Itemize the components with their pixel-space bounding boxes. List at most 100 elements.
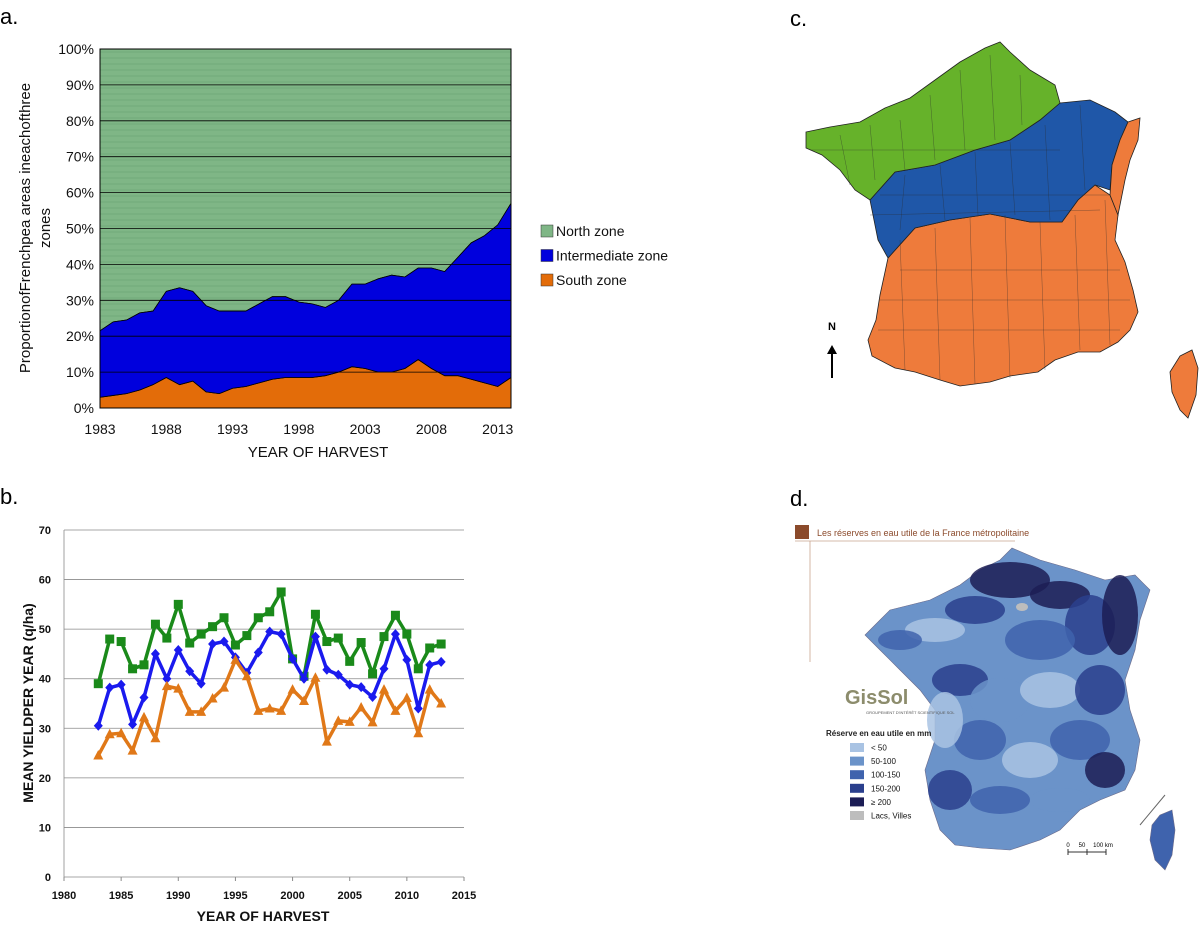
map-d-soil-patch xyxy=(1030,788,1090,812)
map-c-border-line xyxy=(1044,124,1051,221)
gissol-logo-subtext: GROUPEMENT D'INTÉRÊT SCIENTIFIQUE SOL xyxy=(866,710,955,715)
chart-b-point-square xyxy=(265,607,275,617)
map-c-france-zones: N xyxy=(805,41,1199,419)
map-d-soil-patch xyxy=(1075,665,1125,715)
map-d-scale-bar: 0 50 100 km xyxy=(1066,843,1113,855)
chart-b-point-triangle xyxy=(116,727,127,738)
map-c-border-line xyxy=(1079,104,1086,191)
map-d-water-reserve: Les réserves en eau utile de la France m… xyxy=(795,525,1176,871)
chart-a-y-tick-label: 20% xyxy=(66,328,94,344)
chart-b-point-diamond xyxy=(276,629,286,640)
chart-b-point-square xyxy=(379,632,389,642)
chart-b-point-diamond xyxy=(139,692,149,703)
map-d-soil-patch xyxy=(932,664,988,696)
chart-a-y-tick-label: 50% xyxy=(66,221,94,237)
chart-b-point-diamond xyxy=(162,673,172,684)
chart-b-x-tick-label: 1985 xyxy=(109,890,133,902)
map-c-border-line xyxy=(939,164,946,221)
map-c-border-line xyxy=(929,94,936,161)
chart-b-x-tick-label: 1980 xyxy=(52,890,76,902)
map-d-soil-patch xyxy=(927,692,963,748)
map-d-legend-swatch xyxy=(850,770,864,780)
map-c-border-line xyxy=(869,209,1101,216)
chart-b-point-square xyxy=(333,633,343,643)
map-d-soil-patch xyxy=(954,720,1006,760)
map-c-border-line xyxy=(1104,199,1111,346)
chart-a-y-axis-title-line1: ProportionofFrenchpea areas ineachofthre… xyxy=(17,83,34,373)
map-d-france-soil-map xyxy=(864,547,1176,871)
chart-b-point-square xyxy=(185,638,195,648)
panel-label-a: a. xyxy=(0,4,18,29)
chart-b-point-square xyxy=(139,660,149,670)
chart-a-legend-label: North zone xyxy=(556,223,625,239)
map-c-border-line xyxy=(934,227,941,381)
chart-b-gridlines xyxy=(63,529,465,881)
north-arrow-label: N xyxy=(828,321,836,333)
chart-b-point-diamond xyxy=(208,639,218,650)
chart-b-point-square xyxy=(230,640,240,650)
map-d-legend-title: Réserve en eau utile en mm xyxy=(826,729,931,738)
chart-b-series-line xyxy=(119,590,295,671)
chart-a-x-tick-label: 1993 xyxy=(217,421,248,437)
chart-b-point-diamond xyxy=(173,644,183,655)
chart-a-x-tick-label: 2013 xyxy=(482,421,513,437)
map-c-border-line xyxy=(1009,141,1016,216)
chart-b-y-tick-label: 50 xyxy=(39,624,51,636)
map-c-border-line xyxy=(1074,214,1081,351)
panel-label-c: c. xyxy=(790,6,807,31)
chart-a-legend-label: South zone xyxy=(556,272,627,288)
chart-a-y-axis-title-line2: zones xyxy=(37,208,54,248)
chart-a-y-tick-label: 100% xyxy=(58,41,94,57)
chart-b-point-diamond xyxy=(219,636,229,647)
map-c-border-line xyxy=(899,174,906,231)
map-d-soil-patch xyxy=(970,678,1030,722)
chart-b-point-diamond xyxy=(288,653,298,664)
chart-a-y-tick-label: 40% xyxy=(66,256,94,272)
chart-a-y-tick-label: 60% xyxy=(66,185,94,201)
map-d-soil-patch xyxy=(1020,672,1080,708)
map-d-soil-patch xyxy=(1102,575,1138,655)
chart-b-point-square xyxy=(345,656,355,666)
chart-a-x-axis-title: YEAR OF HARVEST xyxy=(248,444,389,461)
chart-b-point-diamond xyxy=(128,719,138,730)
chart-b-point-diamond xyxy=(368,692,378,703)
map-c-border-line xyxy=(839,134,851,186)
map-d-soil-patch xyxy=(945,596,1005,624)
chart-b-point-diamond xyxy=(105,682,115,693)
panel-label-b: b. xyxy=(0,484,18,509)
map-d-city-patch xyxy=(1016,603,1028,611)
map-c-border-line xyxy=(974,151,979,216)
chart-b-point-triangle xyxy=(310,672,321,682)
chart-b-series-2 xyxy=(93,654,447,760)
chart-b-point-triangle xyxy=(390,705,401,715)
chart-b-x-tick-labels: 1980 1985 1990 1995 2000 2005 2010 2015 xyxy=(52,890,476,902)
chart-b-point-triangle xyxy=(287,684,298,694)
chart-b-point-triangle xyxy=(367,716,378,727)
chart-b-point-triangle xyxy=(436,698,447,708)
chart-b-series-line xyxy=(96,638,112,685)
chart-a-x-tick-labels: 1983 1988 1993 1998 2003 2008 2013 xyxy=(84,421,513,437)
chart-b-x-axis-title: YEAR OF HARVEST xyxy=(197,908,330,924)
gissol-logo-text: GisSol xyxy=(845,687,908,709)
chart-b-point-triangle xyxy=(196,706,207,716)
chart-a-x-tick-label: 1988 xyxy=(151,421,182,437)
map-d-soil-patch xyxy=(970,786,1030,814)
chart-b-point-triangle xyxy=(299,695,309,706)
chart-b-point-diamond xyxy=(425,659,435,670)
chart-b-point-square xyxy=(128,664,138,674)
map-d-legend-label: 50-100 xyxy=(871,757,896,766)
chart-b-point-triangle xyxy=(413,727,424,738)
map-d-soil-patch xyxy=(1005,620,1075,660)
map-c-north-zone xyxy=(805,41,1061,201)
map-d-legend-label: < 50 xyxy=(871,744,887,753)
chart-b-point-triangle xyxy=(150,732,161,743)
chart-b-point-triangle xyxy=(184,706,195,716)
chart-b-point-triangle xyxy=(333,715,344,725)
scale-label-0: 0 xyxy=(1066,843,1070,849)
chart-b-series-lines xyxy=(93,587,447,760)
map-c-east-strip xyxy=(1109,117,1141,217)
chart-b-point-square xyxy=(425,643,435,653)
map-c-border-line xyxy=(1004,214,1011,379)
map-d-legend-label: 150-200 xyxy=(871,784,901,793)
map-d-legend-label: Lacs, Villes xyxy=(871,812,911,821)
